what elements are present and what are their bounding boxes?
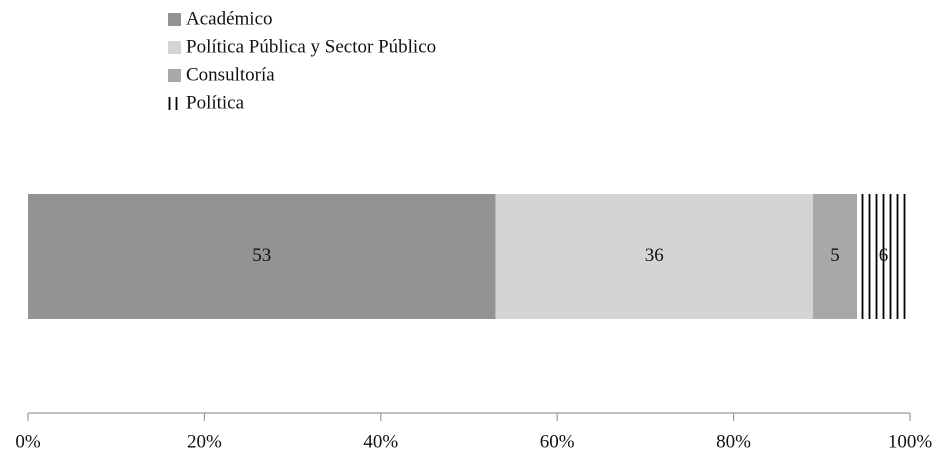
bar-segment xyxy=(495,194,813,319)
x-tick-label: 60% xyxy=(540,431,575,452)
x-tick-label: 40% xyxy=(363,431,398,452)
legend-label: Política Pública y Sector Público xyxy=(186,36,436,57)
x-tick-label: 20% xyxy=(187,431,222,452)
legend-swatch xyxy=(168,13,181,26)
bar-segment xyxy=(812,194,858,319)
data-label: 53 xyxy=(252,245,271,266)
legend-label: Académico xyxy=(186,8,273,29)
legend-swatch xyxy=(168,69,181,82)
legend-swatch xyxy=(168,41,181,54)
data-label: 6 xyxy=(879,245,889,266)
x-tick-label: 80% xyxy=(716,431,751,452)
x-tick-label: 100% xyxy=(888,431,933,452)
legend-swatch xyxy=(168,97,181,110)
bar-segment xyxy=(857,194,910,319)
x-tick-label: 0% xyxy=(15,431,41,452)
bar-segment xyxy=(28,194,496,319)
data-label: 36 xyxy=(645,245,664,266)
data-label: 5 xyxy=(830,245,840,266)
legend-label: Política xyxy=(186,92,245,113)
legend-label: Consultoría xyxy=(186,64,275,85)
